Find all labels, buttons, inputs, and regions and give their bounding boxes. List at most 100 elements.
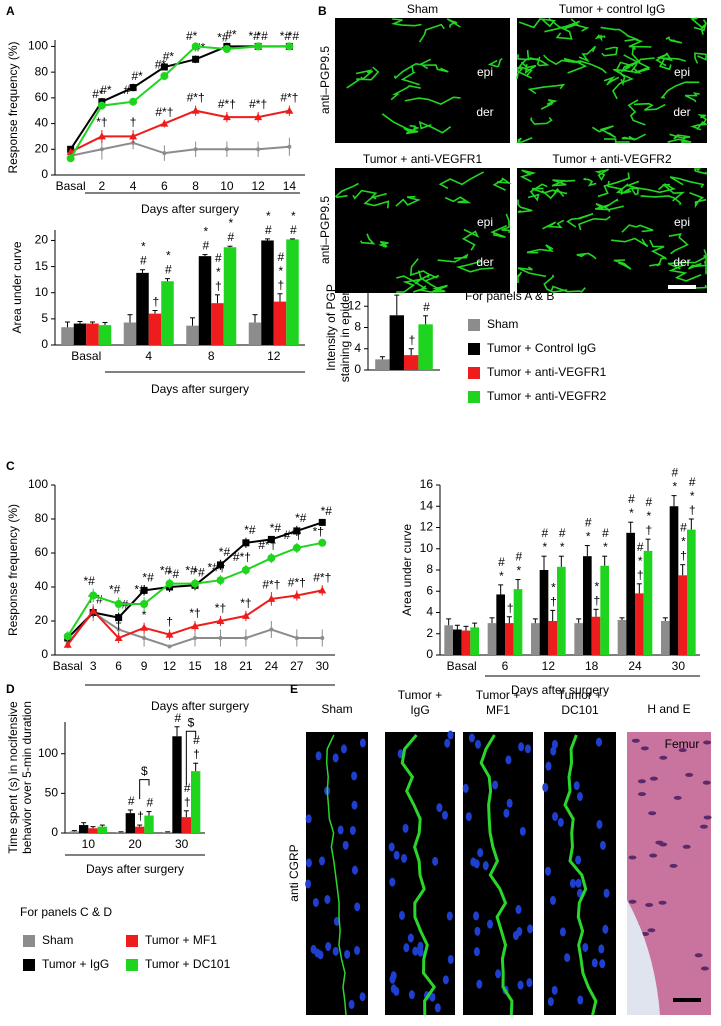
nucleus	[447, 954, 454, 964]
stain	[563, 57, 588, 74]
nucleus	[403, 943, 410, 953]
bar	[261, 240, 274, 345]
nucleus	[324, 894, 331, 904]
nucleus	[340, 744, 347, 754]
y-tick-label: 0	[41, 337, 48, 351]
nucleus	[476, 979, 483, 989]
stain	[517, 199, 533, 213]
marker	[114, 600, 123, 608]
stain	[424, 272, 440, 282]
x-tick-label: 30	[175, 837, 189, 851]
significance: *	[142, 608, 147, 622]
nucleus	[641, 931, 650, 936]
significance: #*	[624, 492, 638, 520]
x-tick-label: Basal	[447, 659, 477, 673]
bar	[496, 594, 505, 655]
significance: #*	[123, 83, 135, 97]
nucleus	[702, 780, 711, 785]
nucleus	[551, 985, 558, 995]
y-tick-label: 100	[28, 39, 48, 53]
significance: #*	[512, 550, 526, 578]
nucleus	[648, 811, 657, 816]
bar	[583, 556, 592, 655]
stain	[403, 126, 420, 135]
marker	[292, 543, 301, 552]
stain	[487, 57, 503, 68]
stain	[519, 169, 537, 183]
stain	[359, 233, 376, 245]
stain	[573, 60, 607, 74]
stain	[578, 45, 597, 63]
nucleus	[564, 953, 571, 963]
significance: *#	[256, 29, 268, 43]
x-tick-label: 12	[542, 659, 556, 673]
bar	[273, 301, 287, 345]
x-tick-label: 8	[192, 179, 199, 193]
bracket	[185, 730, 197, 785]
legend-swatch	[126, 935, 138, 947]
nucleus	[673, 795, 682, 800]
nucleus	[441, 810, 448, 820]
significance: *#	[199, 225, 213, 253]
nucleus	[317, 950, 324, 960]
nucleus	[573, 781, 580, 791]
image-title: Tumor +	[476, 688, 521, 702]
bar	[548, 621, 557, 655]
panel-letter: C	[6, 459, 15, 473]
marker	[66, 154, 75, 163]
significance: †	[405, 333, 419, 347]
significance: #*	[163, 50, 175, 64]
significance: #	[419, 300, 433, 314]
stain	[479, 734, 514, 1016]
stain	[526, 244, 554, 254]
marker	[142, 636, 147, 640]
marker	[216, 561, 224, 569]
marker	[256, 147, 261, 152]
nucleus	[545, 761, 552, 771]
legend-title: For panels C & D	[20, 905, 112, 919]
significance: *†	[240, 596, 251, 610]
nucleus	[637, 779, 646, 784]
stain	[620, 57, 655, 74]
bar	[626, 532, 635, 655]
marker	[160, 63, 168, 71]
marker	[140, 623, 149, 631]
legend-label: Tumor + Control IgG	[487, 341, 596, 355]
y-tick-label: 5	[41, 311, 48, 325]
marker	[216, 576, 225, 585]
nucleus	[486, 919, 493, 929]
nucleus	[505, 755, 512, 765]
x-axis-label: Days after surgery	[141, 202, 239, 216]
stain	[527, 83, 566, 95]
significance: #*	[494, 555, 508, 583]
bar	[661, 621, 670, 655]
nucleus	[325, 942, 332, 952]
nucleus	[545, 866, 552, 876]
significance: #*	[581, 516, 595, 544]
significance: #*†	[233, 550, 251, 564]
bar	[161, 281, 174, 345]
nucleus	[354, 902, 361, 912]
significance: †	[166, 615, 173, 629]
stain	[633, 102, 666, 111]
stain	[667, 136, 692, 143]
marker	[99, 147, 104, 152]
image-title: Tumor + anti-VEGFR2	[552, 152, 672, 166]
y-tick-label: 0	[41, 647, 48, 661]
significance: #*†	[288, 576, 306, 590]
marker	[165, 579, 174, 588]
legend-label: Tumor + MF1	[145, 933, 217, 947]
x-tick-label: 3	[90, 659, 97, 673]
x-tick-label: 14	[283, 179, 297, 193]
stain	[543, 274, 568, 293]
nucleus	[602, 924, 609, 934]
bar	[591, 616, 601, 655]
stain	[600, 26, 639, 41]
significance: #*†	[280, 91, 298, 105]
stain	[541, 187, 565, 200]
marker	[129, 84, 137, 92]
x-tick-label: 12	[251, 179, 265, 193]
stain	[604, 138, 630, 143]
marker	[191, 622, 199, 630]
